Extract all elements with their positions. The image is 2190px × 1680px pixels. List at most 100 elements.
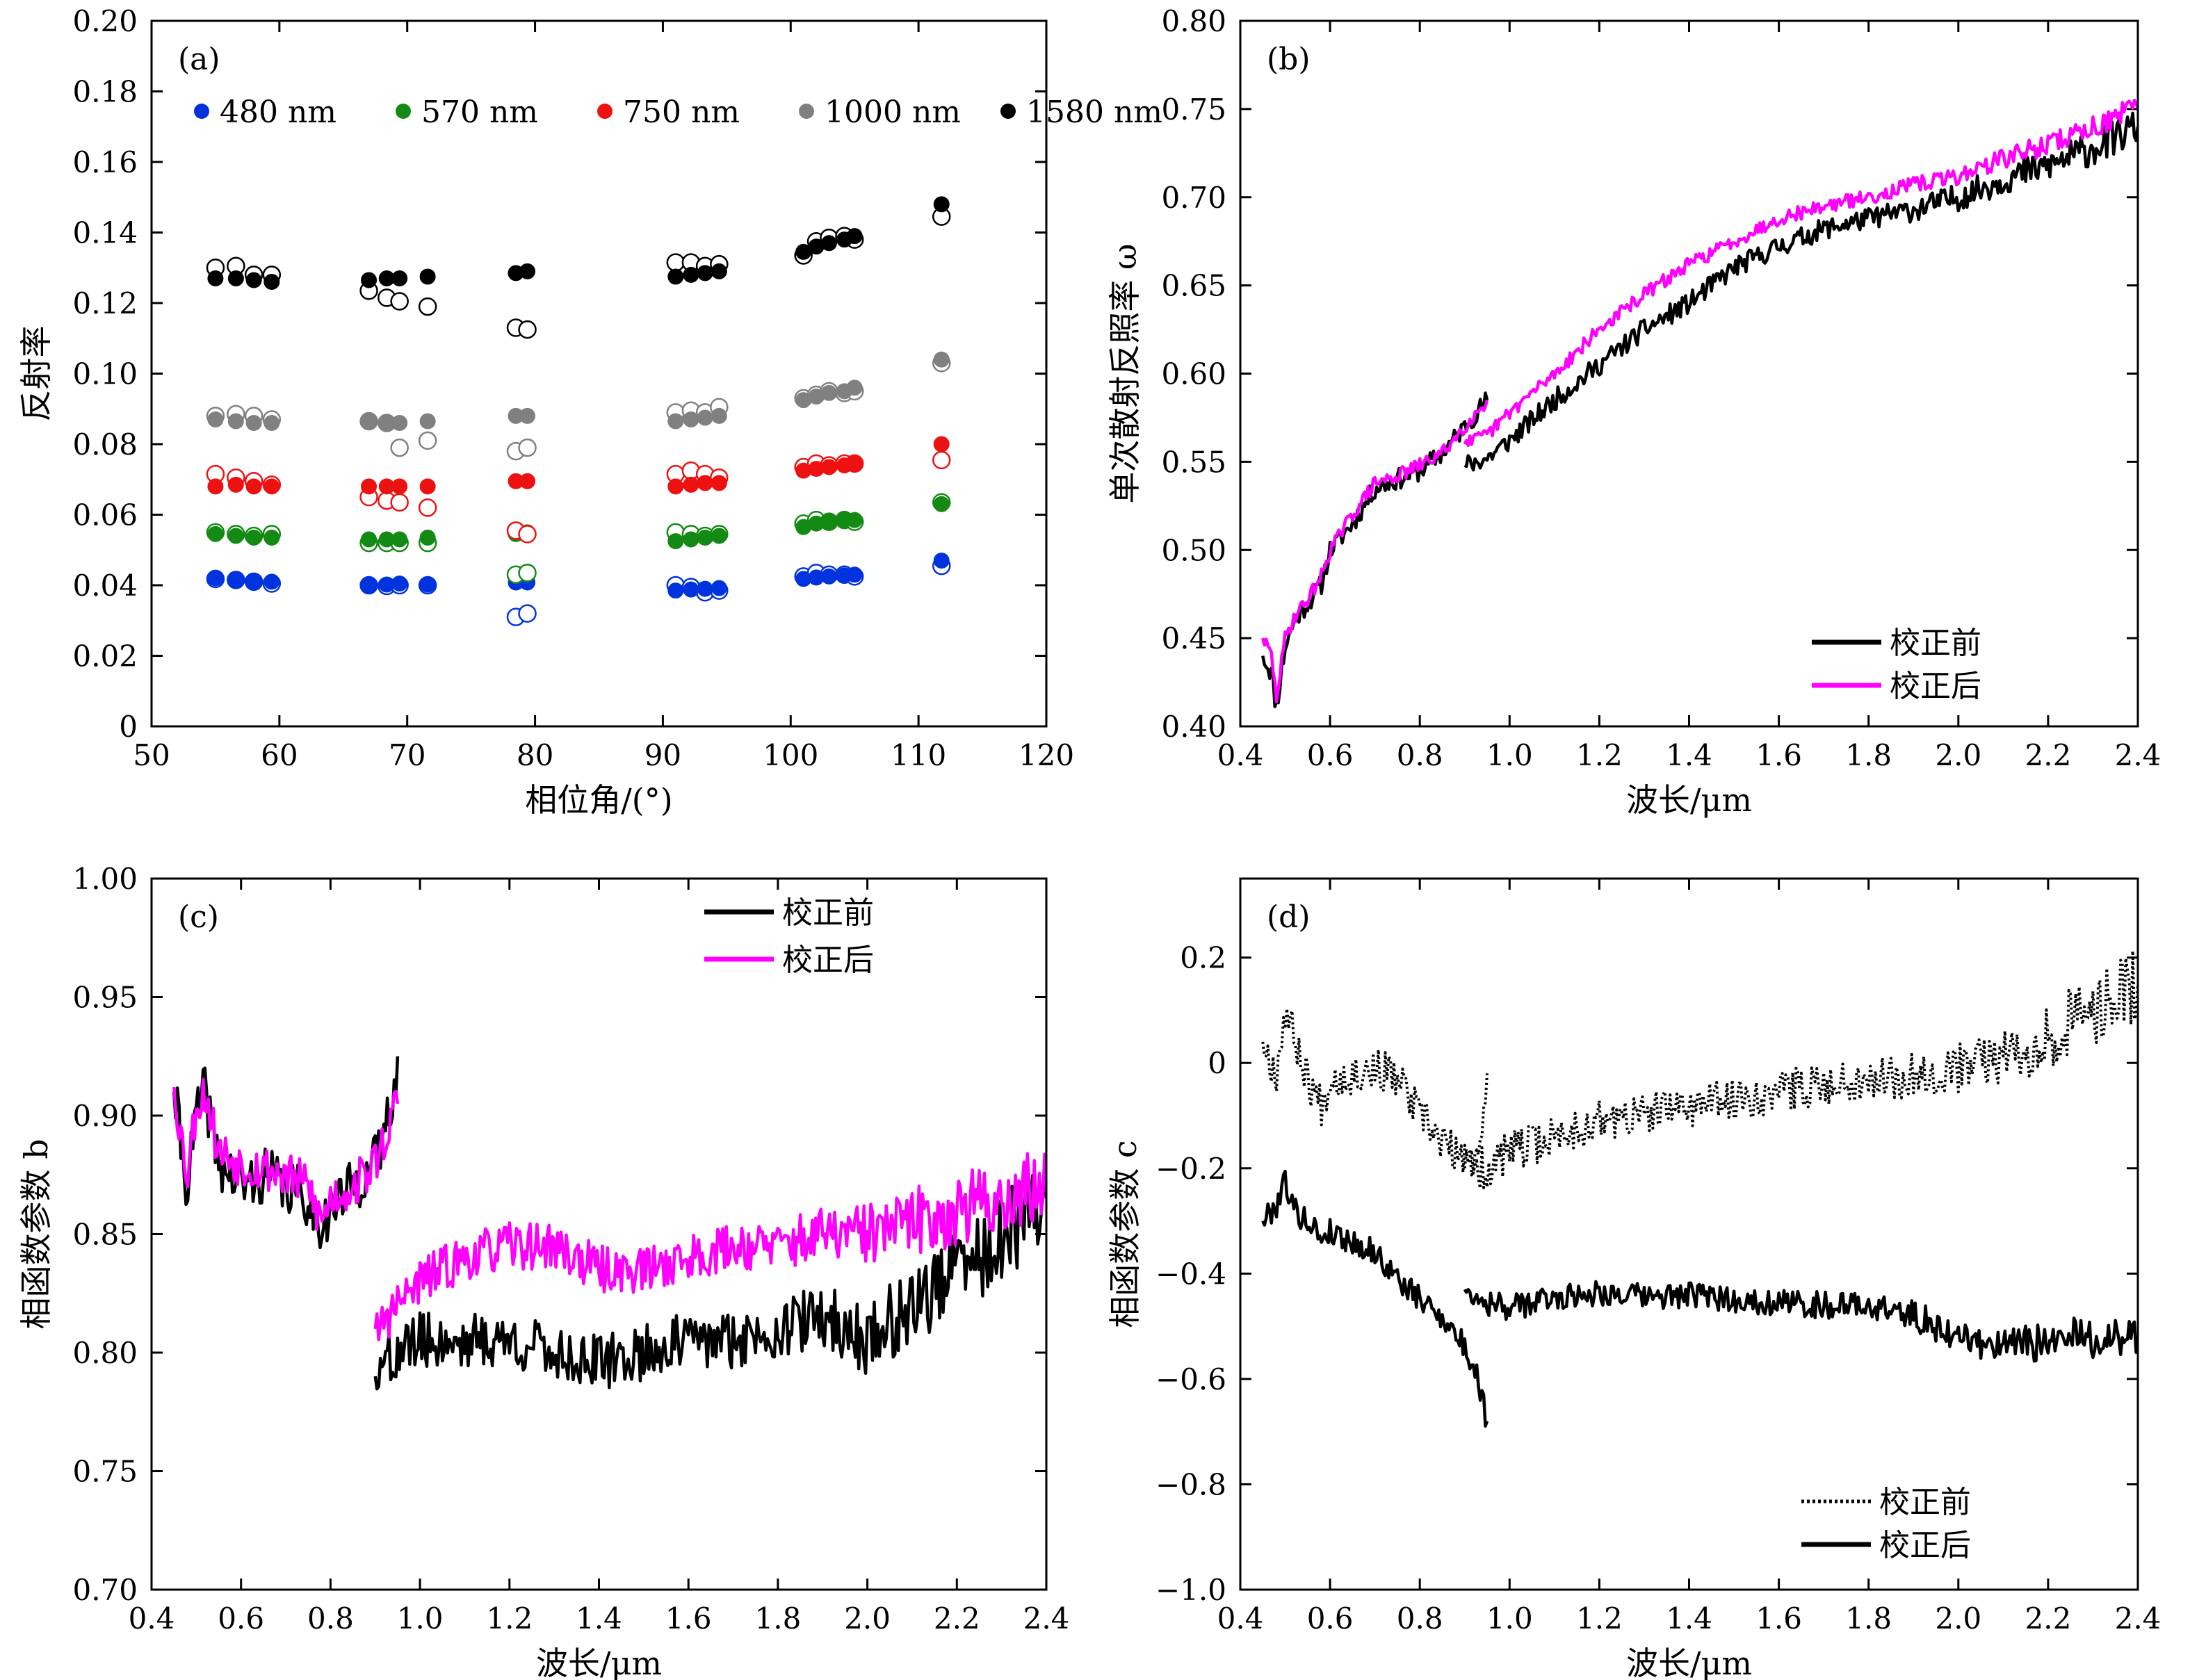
- x-tick-label: 2.4: [2115, 738, 2161, 772]
- series-line: [172, 1077, 400, 1231]
- y-tick-label: 0: [1208, 1046, 1226, 1080]
- y-tick-label: 0: [119, 710, 138, 744]
- plot-area: [206, 196, 951, 626]
- hollow-point: [518, 438, 537, 457]
- y-tick-label: 0.70: [1161, 181, 1226, 215]
- filled-point: [667, 268, 684, 285]
- x-tick-label: 80: [517, 738, 553, 772]
- y-tick-label: 0.08: [72, 427, 138, 462]
- filled-point: [227, 571, 244, 588]
- y-tick-label: 0.75: [1161, 92, 1226, 127]
- filled-point: [207, 411, 224, 427]
- filled-point: [846, 512, 863, 528]
- x-tick-label: 0.8: [1397, 738, 1443, 772]
- filled-point: [227, 476, 244, 493]
- y-tick-label: 0.45: [1161, 621, 1226, 655]
- legend-label: 1000 nm: [825, 95, 961, 130]
- filled-point: [207, 570, 224, 587]
- x-tick-label: 110: [891, 738, 946, 772]
- filled-point: [519, 263, 536, 279]
- axes-frame: [1239, 877, 2139, 1591]
- y-tick-label: 0.75: [72, 1455, 138, 1489]
- filled-point: [820, 459, 837, 475]
- panel-b: 0.4 0.6 0.8 1.0 1.2 1.4 1.6 1.8 2.0 2.2 2.4 0.40 0.4…: [1106, 4, 2161, 819]
- filled-point: [245, 272, 262, 288]
- x-tick-label: 70: [389, 738, 425, 772]
- filled-point: [697, 265, 713, 282]
- y-tick-label: 0.18: [72, 75, 138, 109]
- filled-point: [711, 528, 727, 544]
- filled-point: [711, 263, 727, 279]
- legend-marker: [396, 104, 411, 119]
- panel-label: (c): [178, 899, 219, 935]
- filled-point: [820, 514, 837, 530]
- x-tick-label: 0.8: [307, 1601, 354, 1636]
- panel-label: (d): [1267, 899, 1311, 935]
- filled-point: [820, 384, 837, 401]
- x-tick-label: 2.2: [2025, 738, 2072, 772]
- series-1580-nm: [206, 196, 951, 339]
- y-tick-label: 0.10: [72, 357, 138, 391]
- x-tick-label: 1.6: [1755, 1601, 1802, 1636]
- filled-point: [263, 529, 280, 546]
- x-axis-title: 相位角/(°): [525, 781, 672, 819]
- y-axis-title: 单次散射反照率 ω: [1106, 243, 1144, 503]
- x-axis-title: 波长/μm: [1626, 781, 1752, 819]
- x-tick-label: 2.0: [1935, 738, 1981, 772]
- y-tick-label: 0.14: [72, 216, 138, 250]
- filled-point: [419, 478, 436, 495]
- series-line: [1463, 111, 2138, 472]
- x-tick-label: 1.2: [486, 1601, 533, 1636]
- filled-point: [245, 573, 262, 590]
- filled-point: [245, 415, 262, 432]
- hollow-point: [666, 253, 686, 272]
- x-tick-label: 1.0: [397, 1601, 444, 1636]
- series-line: [1261, 1169, 1489, 1428]
- filled-point: [711, 580, 727, 596]
- filled-point: [263, 274, 280, 291]
- x-axis-title: 波长/μm: [536, 1645, 662, 1680]
- filled-point: [697, 409, 713, 426]
- x-tick-label: 0.4: [1217, 1601, 1264, 1636]
- filled-point: [846, 380, 863, 396]
- legend-marker: [597, 104, 613, 119]
- filled-point: [227, 270, 244, 286]
- filled-point: [263, 415, 280, 432]
- filled-point: [361, 531, 378, 548]
- legend-marker: [1000, 104, 1016, 119]
- filled-point: [227, 413, 244, 430]
- filled-point: [207, 525, 224, 542]
- x-tick-label: 0.4: [1217, 738, 1264, 772]
- x-tick-label: 60: [261, 738, 298, 772]
- hollow-point: [418, 297, 437, 316]
- plot-area: [1261, 98, 2138, 708]
- y-axis-title: 反射率: [17, 326, 55, 422]
- y-tick-label: −0.8: [1155, 1467, 1226, 1501]
- x-tick-label: 1.6: [1755, 738, 1802, 772]
- y-tick-label: 0.80: [72, 1336, 138, 1370]
- y-axis-title: 相函数参数 c: [1106, 1140, 1144, 1328]
- x-tick-label: 0.8: [1397, 1601, 1443, 1636]
- filled-point: [361, 478, 378, 495]
- legend-label: 校正后: [1879, 1528, 1971, 1563]
- x-tick-label: 2.0: [1935, 1601, 1981, 1636]
- filled-point: [667, 413, 684, 430]
- x-tick-label: 2.2: [2025, 1601, 2072, 1636]
- filled-point: [207, 478, 224, 495]
- x-tick-label: 0.6: [1307, 1601, 1354, 1636]
- hollow-point: [418, 498, 437, 517]
- filled-point: [207, 270, 224, 286]
- filled-point: [245, 478, 262, 495]
- filled-point: [519, 473, 536, 489]
- x-tick-label: 1.4: [576, 1601, 622, 1636]
- series-1000-nm: [206, 351, 951, 461]
- filled-point: [711, 475, 727, 491]
- series-校正前: [1261, 111, 2138, 708]
- series-校正后: [172, 1077, 1046, 1341]
- x-tick-label: 1.8: [1845, 1601, 1892, 1636]
- y-tick-label: −0.6: [1155, 1362, 1226, 1396]
- x-tick-label: 2.4: [1023, 1601, 1070, 1636]
- plot-area: [172, 1056, 1046, 1391]
